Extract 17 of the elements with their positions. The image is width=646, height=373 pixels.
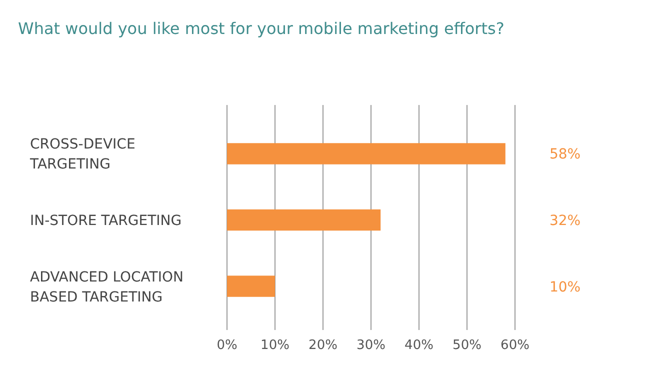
x-tick-label: 10% — [260, 338, 290, 354]
x-tick-label: 30% — [356, 338, 386, 354]
y-tick-label: ADVANCED LOCATION BASED TARGETING — [30, 269, 184, 306]
data-label: 58% — [549, 146, 581, 163]
x-tick-label: 50% — [452, 338, 482, 354]
bar — [227, 143, 506, 164]
y-tick-label: IN-STORE TARGETING — [30, 213, 182, 229]
chart-title: What would you like most for your mobile marketing efforts? — [18, 19, 504, 38]
data-label: 32% — [549, 213, 581, 229]
x-tick-label: 20% — [308, 338, 338, 354]
x-tick-label: 60% — [500, 338, 530, 354]
bar — [227, 209, 381, 231]
x-tick-label: 40% — [404, 338, 434, 354]
x-tick-label: 0% — [216, 338, 238, 354]
y-tick-label: CROSS-DEVICE TARGETING — [29, 136, 136, 173]
bar — [227, 276, 275, 297]
data-label: 10% — [549, 279, 581, 296]
